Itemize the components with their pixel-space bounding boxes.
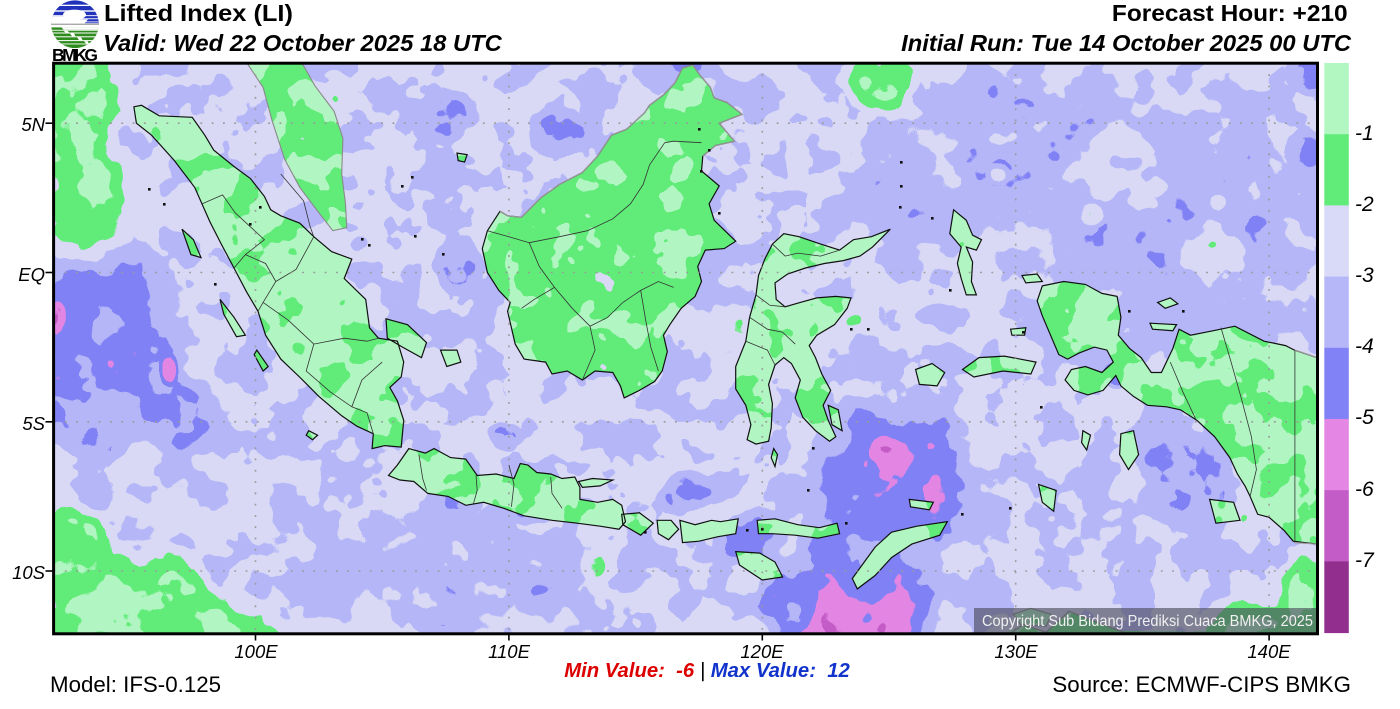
- svg-text:Copyright Sub Bidang Prediksi: Copyright Sub Bidang Prediksi Cuaca BMKG…: [982, 613, 1313, 630]
- svg-text:BMKG: BMKG: [52, 45, 98, 64]
